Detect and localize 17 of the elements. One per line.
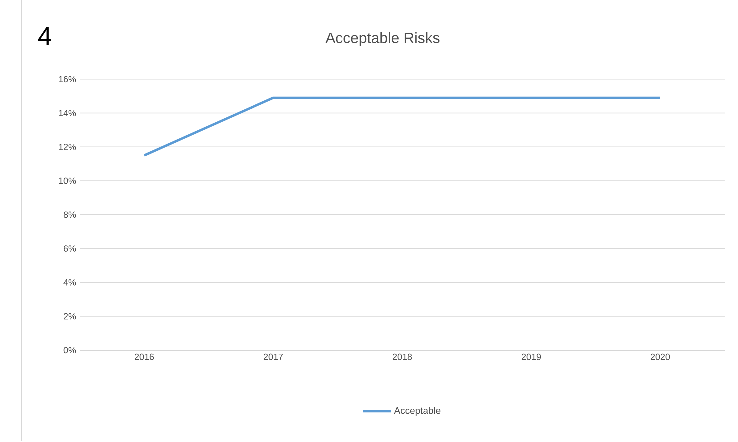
y-tick-label: 8% [64, 212, 76, 218]
x-tick-label: 2019 [522, 354, 542, 360]
x-tick-label: 2016 [134, 354, 154, 360]
y-tick-label: 14% [59, 110, 76, 117]
x-tick-label: 2018 [392, 354, 412, 360]
x-tick-label: 2020 [650, 354, 670, 360]
y-tick-label: 10% [59, 178, 76, 184]
text: 4 [38, 28, 52, 46]
y-tick-label: 6% [64, 246, 76, 252]
chart-title: Acceptable Risks [326, 32, 440, 46]
y-tick-label: 2% [64, 313, 76, 320]
x-tick-label: 2017 [264, 354, 284, 360]
y-tick-label: 0% [64, 347, 76, 354]
y-tick-label: 12% [59, 144, 76, 150]
y-tick-label: 4% [64, 280, 76, 286]
legend-label: Acceptable [394, 407, 441, 416]
y-tick-label: 16% [59, 76, 76, 83]
